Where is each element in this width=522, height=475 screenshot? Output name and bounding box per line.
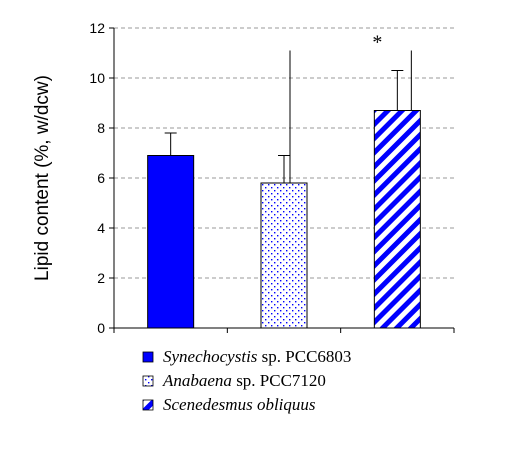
legend: Synechocystis sp. PCC6803 Anabaena sp. PC… [143,347,351,414]
legend-swatch-0 [143,352,153,362]
y-tick-label-12: 12 [89,20,105,36]
legend-label-italic-1: Anabaena [162,371,232,390]
legend-label-1: Anabaena sp. PCC7120 [162,371,326,390]
legend-label-italic-0: Synechocystis [163,347,258,366]
y-tick-label-8: 8 [97,120,105,136]
y-tick-label-6: 6 [97,170,105,186]
bars-group [148,111,421,329]
y-tick-label-4: 4 [97,220,105,236]
y-axis-title: Lipid content (%, w/dcw) [32,75,53,281]
y-tick-labels: 0 2 4 6 8 10 12 [89,20,114,336]
annotations: * [372,32,382,54]
y-tick-label-10: 10 [89,70,105,86]
legend-label-rest-1: sp. PCC7120 [232,371,326,390]
y-tick-label-0: 0 [97,320,105,336]
legend-swatch-2 [143,400,153,410]
bar-0 [148,156,194,329]
legend-label-rest-0: sp. PCC6803 [257,347,351,366]
legend-label-italic-2: Scenedesmus obliquus [163,395,316,414]
bar-1 [261,183,307,328]
bar-2 [374,111,420,329]
legend-label-0: Synechocystis sp. PCC6803 [163,347,351,366]
significance-asterisk: * [372,32,382,54]
y-tick-label-2: 2 [97,270,105,286]
legend-swatch-1 [143,376,153,386]
legend-label-2: Scenedesmus obliquus [163,395,316,414]
